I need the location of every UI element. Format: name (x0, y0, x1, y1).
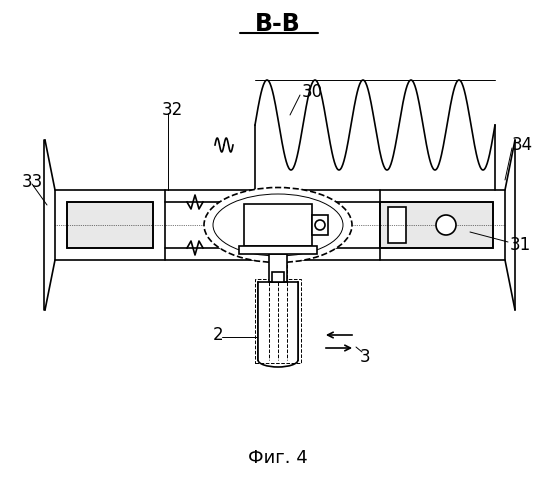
Bar (55, 190, 505, 260)
Bar (239, 246, 317, 254)
Ellipse shape (204, 188, 352, 262)
Bar (258, 282, 298, 360)
Bar (380, 202, 493, 248)
Circle shape (436, 215, 456, 235)
Text: 3: 3 (360, 348, 371, 366)
Bar (67, 202, 153, 248)
Text: Фиг. 4: Фиг. 4 (248, 449, 308, 467)
Bar (388, 207, 406, 243)
Bar (272, 272, 284, 282)
Bar (269, 254, 287, 282)
Ellipse shape (213, 194, 343, 256)
Text: 2: 2 (213, 326, 224, 344)
Bar (244, 204, 312, 246)
Text: 31: 31 (510, 236, 531, 254)
Bar (312, 215, 328, 235)
Text: 30: 30 (302, 83, 323, 101)
Text: В-В: В-В (255, 12, 301, 36)
Circle shape (315, 220, 325, 230)
Text: 32: 32 (162, 101, 183, 119)
Bar (67, 202, 153, 248)
Bar (380, 202, 493, 248)
Text: 33: 33 (22, 173, 43, 191)
Text: 34: 34 (512, 136, 533, 154)
Bar (255, 279, 301, 363)
